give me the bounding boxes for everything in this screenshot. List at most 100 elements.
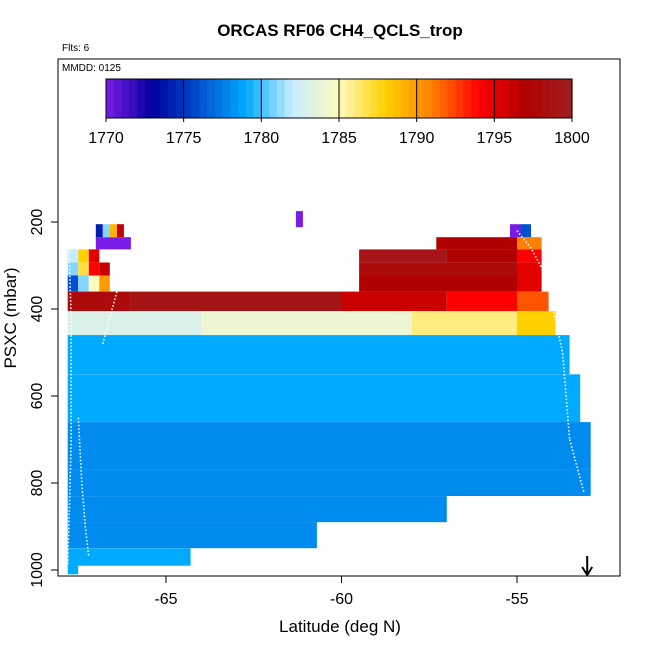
- heatmap-cell: [359, 262, 517, 276]
- heatmap-cell: [517, 249, 542, 263]
- heatmap-cell: [78, 262, 89, 276]
- colorbar-swatch: [509, 79, 519, 118]
- colorbar-swatch: [199, 79, 208, 118]
- heatmap-cell: [88, 262, 100, 276]
- colorbar-swatch: [222, 79, 231, 118]
- heatmap-cell: [201, 311, 412, 336]
- colorbar-swatch: [416, 79, 426, 118]
- colorbar-swatch: [362, 79, 371, 118]
- colorbar-swatch: [439, 79, 449, 118]
- colorbar-tick-label: 1795: [477, 130, 513, 147]
- colorbar-swatch: [517, 79, 526, 118]
- colorbar-swatch: [486, 79, 495, 118]
- x-tick-label: -55: [505, 591, 528, 608]
- colorbar-swatch: [478, 79, 488, 118]
- heatmap-cell: [67, 522, 317, 549]
- colorbar-swatch: [494, 79, 503, 118]
- colorbar-tick-label: 1780: [244, 130, 280, 147]
- flight-tracks: [66, 219, 585, 566]
- x-tick-label: -65: [154, 591, 177, 608]
- heatmap-cell: [517, 275, 542, 292]
- colorbar-swatch: [300, 79, 309, 118]
- heatmap-cell: [67, 249, 79, 263]
- heatmap-cell: [517, 291, 549, 312]
- colorbar-swatch: [408, 79, 418, 118]
- date-annotation: MMDD: 0125: [62, 63, 121, 74]
- heatmap-cell: [95, 224, 103, 238]
- x-tick-label: -60: [330, 591, 353, 608]
- colorbar-swatch: [331, 79, 340, 118]
- heatmap-cell: [67, 469, 591, 496]
- colorbar-swatch: [502, 79, 511, 118]
- colorbar-swatch: [548, 79, 558, 118]
- heatmap-cell: [510, 224, 521, 238]
- heatmap-cell: [436, 237, 517, 250]
- colorbar-swatch: [292, 79, 301, 118]
- y-tick-label: 1000: [29, 552, 46, 588]
- heatmap-cell: [295, 211, 303, 228]
- colorbar-swatch: [245, 79, 255, 118]
- heatmap-cell: [88, 275, 100, 292]
- colorbar-swatch: [540, 79, 550, 118]
- colorbar-swatch: [269, 79, 278, 118]
- colorbar-swatch: [323, 79, 332, 118]
- colorbar-swatch: [121, 79, 130, 118]
- heatmap-cell: [67, 275, 79, 292]
- colorbar-swatch: [525, 79, 534, 118]
- heatmap-cell: [446, 249, 517, 263]
- heatmap-cell: [67, 291, 131, 312]
- heatmap-cell: [130, 291, 342, 312]
- heatmap-cell: [67, 335, 570, 375]
- colorbar-tick-label: 1800: [554, 130, 590, 147]
- colorbar-swatch: [447, 79, 457, 118]
- colorbar-swatch: [206, 79, 216, 118]
- colorbar-swatch: [191, 79, 200, 118]
- colorbar-swatch: [339, 79, 348, 118]
- colorbar-tick-label: 1770: [88, 130, 124, 147]
- colorbar-swatch: [144, 79, 154, 118]
- heatmap-cell: [78, 249, 89, 263]
- heatmap-cell: [411, 311, 517, 336]
- colorbar-swatch: [307, 79, 317, 118]
- heatmap-cell: [102, 224, 110, 238]
- heatmap-cell: [359, 249, 447, 263]
- heatmap-cell: [109, 224, 117, 238]
- colorbar-swatch: [238, 79, 247, 118]
- heatmap-cell: [517, 311, 556, 336]
- colorbar-swatch: [471, 79, 480, 118]
- heatmap-cell: [341, 291, 447, 312]
- colorbar-swatch: [564, 79, 573, 118]
- colorbar-swatch: [401, 79, 410, 118]
- heatmap-cell: [99, 275, 110, 292]
- heatmap-cell: [67, 262, 79, 276]
- y-tick-label: 800: [29, 470, 46, 497]
- colorbar-swatch: [175, 79, 185, 118]
- heatmap-cell: [359, 275, 517, 292]
- heatmap-cell: [67, 565, 79, 575]
- colorbar-swatch: [556, 79, 565, 118]
- colorbar-swatch: [424, 79, 433, 118]
- y-axis-label: PSXC (mbar): [1, 267, 20, 368]
- down-arrow-icon: [581, 556, 594, 577]
- heatmap-cell: [520, 224, 531, 238]
- y-tick-label: 400: [29, 296, 46, 323]
- y-tick-label: 600: [29, 383, 46, 410]
- heatmap-cells: [67, 211, 591, 575]
- heatmap-cell: [116, 224, 124, 238]
- colorbar-swatch: [253, 79, 262, 118]
- colorbar-swatch: [432, 79, 441, 118]
- colorbar-swatch: [160, 79, 169, 118]
- chart-title: ORCAS RF06 CH4_QCLS_trop: [217, 21, 463, 40]
- colorbar-swatch: [113, 79, 123, 118]
- y-axis: 200 400 600 800 1000: [29, 209, 58, 588]
- heatmap-cell: [88, 249, 100, 263]
- colorbar-swatch: [463, 79, 472, 118]
- heatmap-cell: [67, 548, 191, 566]
- heatmap-cell: [67, 422, 591, 470]
- flights-annotation: Flts: 6: [62, 43, 90, 54]
- colorbar-swatch: [230, 79, 239, 118]
- colorbar-swatch: [533, 79, 542, 118]
- colorbar-swatch: [276, 79, 286, 118]
- colorbar-swatch: [377, 79, 387, 118]
